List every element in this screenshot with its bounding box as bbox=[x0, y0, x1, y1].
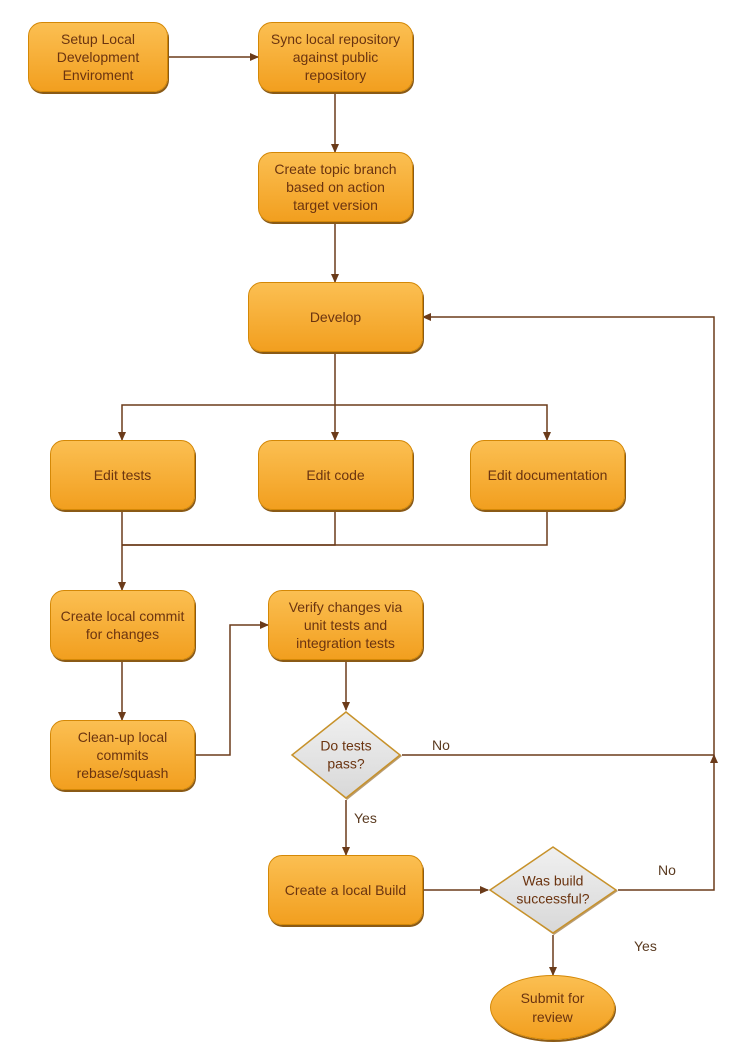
edge-label-tests_pass-develop_no: No bbox=[432, 737, 450, 753]
node-label-sync: Sync local repository against public rep… bbox=[267, 30, 404, 85]
node-build: Create a local Build bbox=[268, 855, 423, 925]
node-setup: Setup Local Development Enviroment bbox=[28, 22, 168, 92]
edge-cleanup-verify bbox=[195, 625, 268, 755]
node-label-edit_docs: Edit documentation bbox=[488, 466, 608, 484]
node-label-build_ok: Was build successful? bbox=[508, 873, 599, 908]
node-label-build: Create a local Build bbox=[285, 881, 406, 899]
node-label-cleanup: Clean-up local commits rebase/squash bbox=[59, 728, 186, 783]
node-tests_pass: Do tests pass? bbox=[290, 710, 402, 800]
edge-label-build_ok-develop_no2: No bbox=[658, 862, 676, 878]
node-cleanup: Clean-up local commits rebase/squash bbox=[50, 720, 195, 790]
node-label-setup: Setup Local Development Enviroment bbox=[37, 30, 159, 85]
edge-label-tests_pass-build: Yes bbox=[354, 810, 377, 826]
node-edit_tests: Edit tests bbox=[50, 440, 195, 510]
node-label-commit: Create local commit for changes bbox=[59, 607, 186, 643]
node-label-edit_tests: Edit tests bbox=[94, 466, 152, 484]
edge-fork-edit_tests bbox=[122, 405, 335, 440]
edge-fork-edit_docs bbox=[335, 405, 547, 440]
node-sync: Sync local repository against public rep… bbox=[258, 22, 413, 92]
node-label-develop: Develop bbox=[310, 308, 361, 326]
node-label-topic: Create topic branch based on action targ… bbox=[267, 160, 404, 215]
node-label-edit_code: Edit code bbox=[306, 466, 364, 484]
node-edit_code: Edit code bbox=[258, 440, 413, 510]
edge-edit_code-join bbox=[122, 510, 335, 545]
node-label-submit: Submit for review bbox=[499, 989, 606, 1025]
node-commit: Create local commit for changes bbox=[50, 590, 195, 660]
node-label-verify: Verify changes via unit tests and integr… bbox=[277, 598, 414, 653]
edge-tests_pass-develop_no bbox=[402, 317, 714, 755]
node-develop: Develop bbox=[248, 282, 423, 352]
node-verify: Verify changes via unit tests and integr… bbox=[268, 590, 423, 660]
node-label-tests_pass: Do tests pass? bbox=[307, 738, 385, 773]
node-topic: Create topic branch based on action targ… bbox=[258, 152, 413, 222]
edge-edit_docs-join bbox=[122, 510, 547, 545]
edge-label-build_ok-submit: Yes bbox=[634, 938, 657, 954]
node-submit: Submit for review bbox=[490, 975, 615, 1040]
node-build_ok: Was build successful? bbox=[488, 845, 618, 935]
node-edit_docs: Edit documentation bbox=[470, 440, 625, 510]
